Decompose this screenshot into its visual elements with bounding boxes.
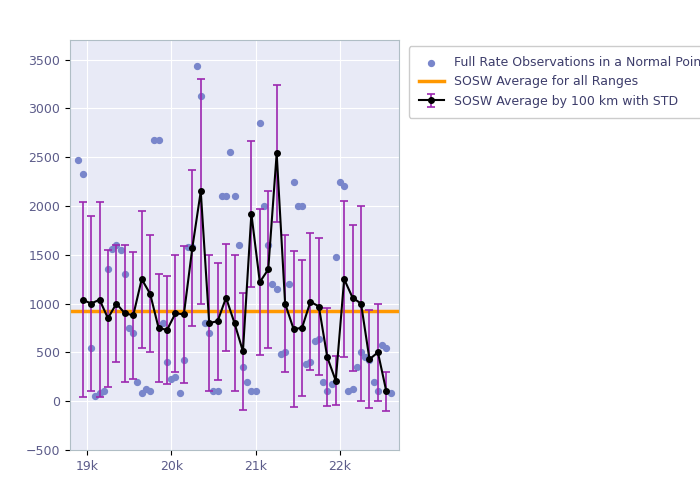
Full Rate Observations in a Normal Point <box>339 182 350 190</box>
Full Rate Observations in a Normal Point <box>216 192 228 200</box>
Full Rate Observations in a Normal Point <box>174 390 186 398</box>
Full Rate Observations in a Normal Point <box>322 388 333 396</box>
Full Rate Observations in a Normal Point <box>111 241 122 249</box>
Full Rate Observations in a Normal Point <box>300 360 312 368</box>
Full Rate Observations in a Normal Point <box>170 373 181 381</box>
Full Rate Observations in a Normal Point <box>94 390 105 398</box>
Full Rate Observations in a Normal Point <box>233 241 244 249</box>
Full Rate Observations in a Normal Point <box>271 285 282 293</box>
Full Rate Observations in a Normal Point <box>347 386 358 394</box>
Full Rate Observations in a Normal Point <box>356 348 367 356</box>
Full Rate Observations in a Normal Point <box>368 378 379 386</box>
Full Rate Observations in a Normal Point <box>318 378 329 386</box>
Full Rate Observations in a Normal Point <box>85 344 97 351</box>
Legend: Full Rate Observations in a Normal Point, SOSW Average for all Ranges, SOSW Aver: Full Rate Observations in a Normal Point… <box>409 46 700 118</box>
Full Rate Observations in a Normal Point <box>123 324 134 332</box>
Full Rate Observations in a Normal Point <box>127 329 139 337</box>
Full Rate Observations in a Normal Point <box>304 358 316 366</box>
Full Rate Observations in a Normal Point <box>351 363 363 371</box>
Full Rate Observations in a Normal Point <box>195 92 206 100</box>
Full Rate Observations in a Normal Point <box>292 202 303 210</box>
Full Rate Observations in a Normal Point <box>377 340 388 348</box>
Full Rate Observations in a Normal Point <box>246 388 257 396</box>
Full Rate Observations in a Normal Point <box>204 329 215 337</box>
Full Rate Observations in a Normal Point <box>136 390 147 398</box>
Full Rate Observations in a Normal Point <box>225 148 236 156</box>
Full Rate Observations in a Normal Point <box>73 156 84 164</box>
Full Rate Observations in a Normal Point <box>162 358 173 366</box>
Full Rate Observations in a Normal Point <box>229 192 240 200</box>
Full Rate Observations in a Normal Point <box>360 354 371 362</box>
Full Rate Observations in a Normal Point <box>262 241 274 249</box>
Full Rate Observations in a Normal Point <box>178 356 190 364</box>
Full Rate Observations in a Normal Point <box>309 336 320 344</box>
Full Rate Observations in a Normal Point <box>250 388 261 396</box>
Full Rate Observations in a Normal Point <box>343 388 354 396</box>
Full Rate Observations in a Normal Point <box>106 245 118 253</box>
Full Rate Observations in a Normal Point <box>199 319 211 327</box>
Full Rate Observations in a Normal Point <box>166 374 177 382</box>
Full Rate Observations in a Normal Point <box>335 178 346 186</box>
Full Rate Observations in a Normal Point <box>254 119 265 127</box>
Full Rate Observations in a Normal Point <box>237 363 248 371</box>
Full Rate Observations in a Normal Point <box>275 350 286 358</box>
Full Rate Observations in a Normal Point <box>296 202 307 210</box>
Full Rate Observations in a Normal Point <box>267 280 278 288</box>
Full Rate Observations in a Normal Point <box>364 356 375 364</box>
Full Rate Observations in a Normal Point <box>77 170 88 177</box>
Full Rate Observations in a Normal Point <box>119 270 130 278</box>
Full Rate Observations in a Normal Point <box>241 378 253 386</box>
Full Rate Observations in a Normal Point <box>102 266 113 274</box>
Full Rate Observations in a Normal Point <box>284 280 295 288</box>
Full Rate Observations in a Normal Point <box>372 388 384 396</box>
Full Rate Observations in a Normal Point <box>288 178 299 186</box>
Full Rate Observations in a Normal Point <box>158 319 169 327</box>
Full Rate Observations in a Normal Point <box>191 62 202 70</box>
Full Rate Observations in a Normal Point <box>98 388 109 396</box>
Full Rate Observations in a Normal Point <box>330 252 342 260</box>
Full Rate Observations in a Normal Point <box>153 136 164 143</box>
Full Rate Observations in a Normal Point <box>144 388 155 396</box>
Full Rate Observations in a Normal Point <box>115 246 126 254</box>
Full Rate Observations in a Normal Point <box>326 380 337 388</box>
Full Rate Observations in a Normal Point <box>208 388 219 396</box>
Full Rate Observations in a Normal Point <box>140 386 151 394</box>
Full Rate Observations in a Normal Point <box>381 344 392 351</box>
Full Rate Observations in a Normal Point <box>258 202 270 210</box>
Full Rate Observations in a Normal Point <box>149 136 160 143</box>
Full Rate Observations in a Normal Point <box>314 334 325 342</box>
Full Rate Observations in a Normal Point <box>183 243 194 251</box>
Full Rate Observations in a Normal Point <box>220 192 232 200</box>
Full Rate Observations in a Normal Point <box>385 390 396 398</box>
Full Rate Observations in a Normal Point <box>187 243 198 251</box>
Full Rate Observations in a Normal Point <box>279 348 290 356</box>
Full Rate Observations in a Normal Point <box>212 388 223 396</box>
Full Rate Observations in a Normal Point <box>132 378 143 386</box>
Full Rate Observations in a Normal Point <box>90 392 101 400</box>
